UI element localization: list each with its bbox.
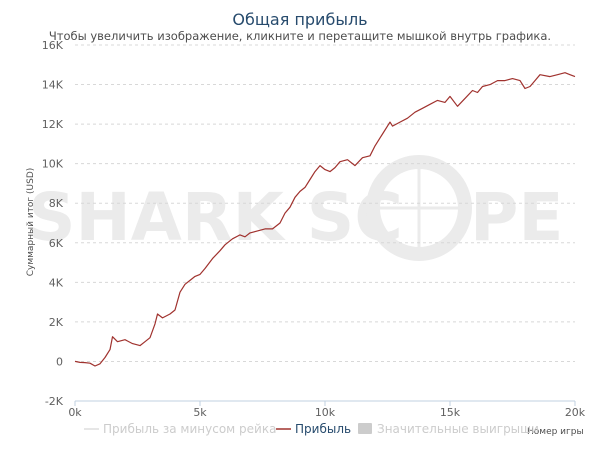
- x-axis: 0k 5k 10k 15k 20k: [68, 400, 586, 419]
- legend-item-net-profit[interactable]: Прибыль за минусом рейка: [84, 422, 276, 436]
- legend-item-significant-wins[interactable]: Значительные выигрыши: [358, 422, 539, 436]
- y-tick-label: 8K: [49, 197, 64, 210]
- y-tick-label: 6K: [49, 237, 64, 250]
- series-layer: [74, 72, 576, 367]
- y-tick-label: 2K: [49, 316, 64, 329]
- series-line-profit[interactable]: [74, 72, 576, 367]
- y-tick-label: -2K: [45, 395, 64, 408]
- y-tick-label: 4K: [49, 276, 64, 289]
- x-tick-label: 15k: [440, 406, 461, 419]
- y-tick-label: 14K: [42, 79, 64, 92]
- legend: Прибыль за минусом рейка Прибыль Значите…: [84, 422, 539, 436]
- watermark-text-right: PE: [470, 179, 563, 256]
- watermark-text-left: SHARK SC: [28, 179, 403, 256]
- y-axis: -2K 0 2K 4K 6K 8K 10K 12K 14K 16K: [42, 39, 64, 408]
- x-tick-label: 10k: [315, 406, 336, 419]
- x-axis-title: Номер игры: [527, 427, 584, 437]
- y-tick-label: 10K: [42, 158, 64, 171]
- y-tick-label: 16K: [42, 39, 64, 52]
- crosshair-logo-icon: [366, 155, 472, 261]
- chart-title: Общая прибыль: [232, 10, 367, 29]
- x-tick-label: 5k: [193, 406, 207, 419]
- legend-label-significant-wins: Значительные выигрыши: [377, 422, 539, 436]
- legend-label-net-profit: Прибыль за минусом рейка: [103, 422, 276, 436]
- y-tick-label: 12K: [42, 118, 64, 131]
- y-tick-label: 0: [56, 355, 63, 368]
- legend-square-marker: [358, 423, 372, 434]
- y-axis-title: Суммарный итог (USD): [26, 168, 36, 277]
- x-tick-label: 20k: [565, 406, 586, 419]
- chart-subtitle: Чтобы увеличить изображение, кликните и …: [49, 29, 551, 43]
- x-tick-label: 0k: [68, 406, 82, 419]
- legend-item-profit[interactable]: Прибыль: [276, 422, 351, 436]
- legend-label-profit: Прибыль: [295, 422, 351, 436]
